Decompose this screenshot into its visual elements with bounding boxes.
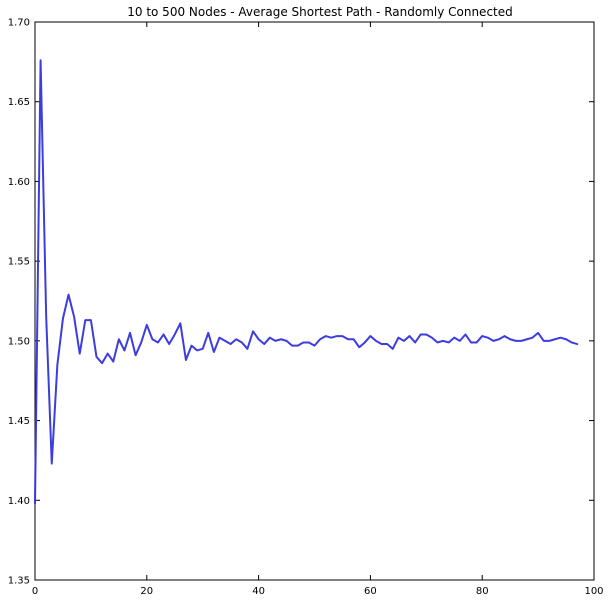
y-tick-label: 1.55 [8, 257, 30, 268]
plot-frame [34, 21, 595, 581]
y-tick-label: 1.40 [8, 496, 30, 507]
series-line [34, 59, 579, 505]
x-tick-label: 100 [584, 586, 603, 597]
y-tick-label: 1.50 [8, 336, 30, 347]
chart-title: 10 to 500 Nodes - Average Shortest Path … [127, 5, 513, 19]
x-tick-label: 0 [32, 586, 38, 597]
y-tick-label: 1.35 [8, 576, 30, 587]
x-tick-label: 60 [364, 586, 377, 597]
y-tick-label: 1.65 [8, 97, 30, 108]
x-tick-label: 80 [476, 586, 489, 597]
x-tick-label: 20 [140, 586, 153, 597]
x-tick-label: 40 [252, 586, 265, 597]
y-tick-label: 1.70 [8, 18, 30, 29]
y-tick-label: 1.45 [8, 416, 30, 427]
plot-area: 0 20 40 60 80 100 1.35 1.40 1.45 1.50 1.55 1.60 1.65… [8, 18, 604, 598]
y-tick-label: 1.60 [8, 177, 30, 188]
